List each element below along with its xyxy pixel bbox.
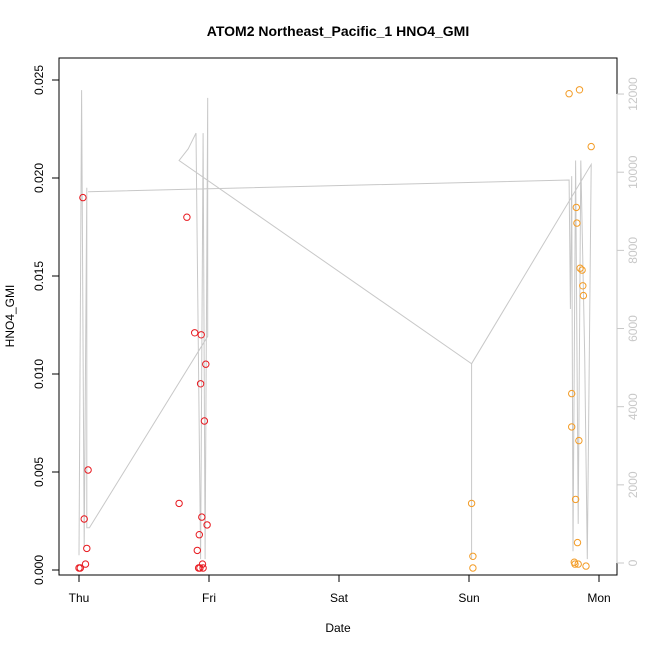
y2-tick-label: 2000 [626, 471, 640, 498]
data-point-1 [574, 560, 582, 568]
data-point-1 [571, 560, 579, 568]
data-point-0 [198, 560, 207, 568]
x-tick-label: Fri [202, 591, 216, 605]
data-point-1 [469, 564, 477, 572]
data-point-0 [195, 531, 204, 539]
data-point-0 [199, 564, 207, 572]
y2-tick-label: 8000 [626, 237, 640, 264]
data-point-1 [469, 552, 477, 560]
data-point-0 [76, 564, 85, 572]
data-point-1 [582, 562, 590, 570]
axes-layer: Thu Fri Sat Sun Mon 0.000 0.005 0.010 0.015 0.020… [32, 57, 640, 605]
y-tick-label: 0.015 [32, 261, 46, 291]
y2-tick-label: 4000 [626, 393, 640, 420]
y-tick-label: 0.025 [32, 65, 46, 95]
y2-tick-label: 0 [626, 559, 640, 566]
data-point-1 [572, 203, 580, 212]
y2-tick-label: 10000 [626, 155, 640, 189]
data-point-0 [83, 544, 91, 553]
chart-title: ATOM2 Northeast_Pacific_1 HNO4_GMI [207, 23, 469, 39]
data-point-1 [575, 436, 583, 445]
data-point-1 [575, 86, 584, 94]
data-point-0 [202, 360, 210, 368]
x-tick-label: Mon [587, 591, 610, 605]
data-point-0 [79, 193, 87, 202]
data-point-1 [579, 282, 587, 290]
y2-tick-label: 6000 [626, 315, 640, 342]
data-point-1 [568, 389, 576, 398]
data-point-0 [196, 380, 205, 388]
data-point-1 [579, 291, 588, 300]
y-axis-label: HNO4_GMI [3, 285, 17, 348]
data-point-1 [576, 264, 584, 272]
data-point-0 [191, 329, 199, 337]
data-point-0 [80, 515, 88, 523]
data-point-1 [573, 538, 582, 547]
y-tick-label: 0.010 [32, 359, 46, 389]
x-axis-label: Date [325, 621, 351, 635]
data-point-0 [81, 560, 90, 568]
data-point-0 [198, 513, 206, 521]
plot-frame [58, 57, 618, 576]
data-point-0 [197, 331, 205, 339]
data-point-0 [200, 417, 209, 425]
data-point-1 [565, 90, 573, 98]
points-layer [75, 86, 595, 572]
y2-tick-label: 12000 [626, 77, 640, 111]
data-point-0 [183, 213, 191, 221]
data-point-1 [568, 423, 576, 431]
data-point-0 [196, 564, 204, 572]
data-point-0 [193, 546, 202, 555]
data-point-1 [578, 266, 586, 274]
data-point-0 [84, 466, 92, 474]
x-tick-label: Thu [69, 591, 90, 605]
data-point-1 [467, 499, 476, 508]
altitude-line-layer [78, 90, 592, 560]
y-tick-label: 0.020 [32, 163, 46, 193]
y-tick-label: 0.005 [32, 457, 46, 487]
data-point-1 [573, 219, 581, 227]
altitude-series-line [78, 90, 592, 560]
data-point-0 [175, 499, 183, 508]
data-point-0 [203, 521, 211, 529]
y-tick-label: 0.000 [32, 555, 46, 585]
x-tick-label: Sat [330, 591, 349, 605]
data-point-1 [587, 142, 595, 151]
data-point-1 [571, 495, 580, 504]
x-tick-label: Sun [458, 591, 479, 605]
